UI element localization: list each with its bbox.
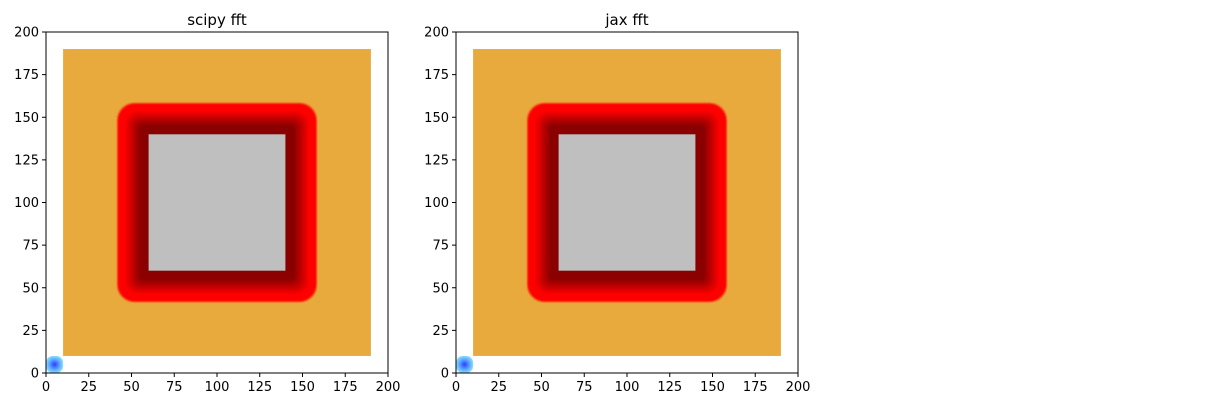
x-tick-label: 150 xyxy=(700,380,725,395)
title-jax-fft: jax fft xyxy=(604,11,648,29)
region-center xyxy=(558,134,696,271)
x-tick-label: 200 xyxy=(376,380,401,395)
axes-0: 0 25 50 75 100 125 150 175 200 0 25 50 75 100 125 150 17… xyxy=(14,26,400,396)
x-tick-label: 175 xyxy=(743,380,768,395)
axes-1: 0 25 50 75 100 125 150 175 200 0 25 50 75 100 125 150 17… xyxy=(424,26,810,396)
x-tick-label: 0 xyxy=(452,380,460,395)
image xyxy=(456,49,781,373)
region-center-rect xyxy=(148,134,286,271)
region-outer-band-band xyxy=(463,363,466,366)
x-tick-label: 25 xyxy=(490,380,507,395)
x-tick-label: 75 xyxy=(166,380,183,395)
y-tick-label: 75 xyxy=(22,239,39,254)
x-tick-label: 125 xyxy=(247,380,272,395)
y-tick-label: 125 xyxy=(424,153,449,168)
y-tick-label: 75 xyxy=(432,239,449,254)
region-outer-band-band xyxy=(53,363,56,366)
y-tick-label: 150 xyxy=(424,111,449,126)
title-scipy-fft: scipy fft xyxy=(187,11,247,29)
x-tick-label: 175 xyxy=(333,380,358,395)
x-tick-label: 100 xyxy=(615,380,640,395)
y-tick-label: 125 xyxy=(14,153,39,168)
region-center xyxy=(148,134,286,271)
x-tick-label: 150 xyxy=(290,380,315,395)
y-tick-label: 175 xyxy=(14,68,39,83)
y-tick-label: 25 xyxy=(22,324,39,339)
x-tick-label: 125 xyxy=(657,380,682,395)
x-tick-label: 0 xyxy=(42,380,50,395)
image xyxy=(46,49,371,373)
x-tick-label: 75 xyxy=(576,380,593,395)
y-tick-label: 50 xyxy=(22,281,39,296)
region-outer-band xyxy=(46,355,64,373)
y-tick-label: 200 xyxy=(424,26,449,41)
y-tick-label: 150 xyxy=(14,111,39,126)
y-tick-label: 25 xyxy=(432,324,449,339)
x-tick-label: 200 xyxy=(786,380,811,395)
y-tick-label: 100 xyxy=(14,196,39,211)
y-tick-label: 50 xyxy=(432,281,449,296)
y-tick-label: 100 xyxy=(424,196,449,211)
region-outer-band xyxy=(456,355,474,373)
x-tick-label: 50 xyxy=(123,380,140,395)
x-tick-label: 100 xyxy=(205,380,230,395)
y-tick-label: 175 xyxy=(424,68,449,83)
region-center-rect xyxy=(558,134,696,271)
y-tick-label: 0 xyxy=(441,367,449,382)
y-tick-label: 200 xyxy=(14,26,39,41)
x-tick-label: 25 xyxy=(80,380,97,395)
y-tick-label: 0 xyxy=(31,367,39,382)
x-tick-label: 50 xyxy=(533,380,550,395)
